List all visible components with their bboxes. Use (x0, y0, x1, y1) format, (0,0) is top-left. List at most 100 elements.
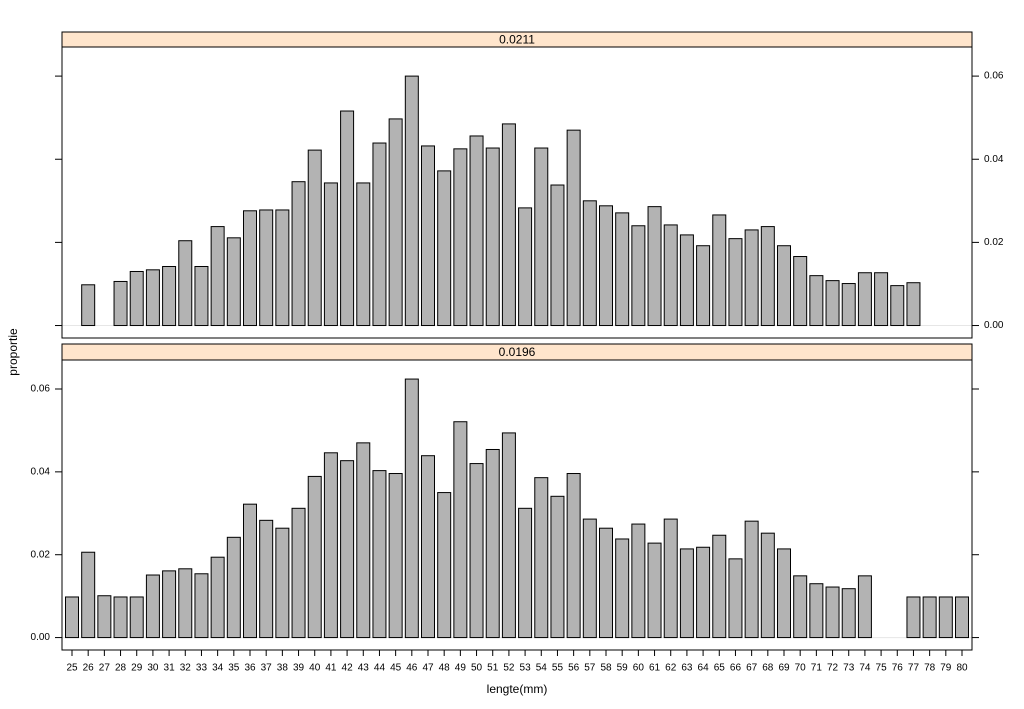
bar (178, 240, 193, 327)
bar (679, 548, 694, 639)
x-tick-label: 47 (422, 663, 434, 674)
x-tick-label: 63 (681, 663, 693, 674)
x-tick-label: 78 (924, 663, 936, 674)
bar (582, 518, 597, 639)
bar (647, 206, 662, 327)
strip-label: 0.0196 (499, 345, 536, 359)
bar (372, 142, 387, 327)
x-tick-label: 55 (552, 663, 564, 674)
bar (599, 527, 613, 639)
x-tick-label: 53 (520, 663, 532, 674)
x-tick-label: 27 (99, 663, 111, 674)
bar (534, 147, 549, 327)
bar (65, 596, 79, 639)
bar (356, 442, 371, 639)
bar (679, 234, 694, 327)
bar (129, 270, 144, 327)
bar (566, 129, 581, 327)
x-tick-label: 49 (455, 663, 467, 674)
bar (485, 147, 500, 327)
bar (340, 460, 355, 639)
bar (453, 421, 468, 639)
x-tick-label: 61 (649, 663, 661, 674)
bar (777, 548, 791, 639)
x-tick-label: 68 (762, 663, 774, 674)
bar (162, 265, 177, 327)
bar (841, 588, 856, 639)
bar (323, 182, 338, 327)
x-tick-label: 30 (147, 663, 159, 674)
bar (243, 503, 257, 639)
y-tick-label: 0.06 (31, 384, 51, 395)
bar (712, 214, 727, 327)
x-tick-label: 48 (439, 663, 451, 674)
bar (275, 527, 290, 639)
panel-frame (61, 359, 973, 651)
x-tick-label: 35 (228, 663, 240, 674)
bar (356, 182, 371, 327)
x-tick-label: 59 (617, 663, 629, 674)
x-tick-label: 54 (536, 663, 548, 674)
bar (760, 532, 775, 639)
x-tick-label: 39 (293, 663, 305, 674)
bar (421, 145, 435, 327)
x-tick-label: 38 (277, 663, 289, 674)
x-tick-label: 36 (244, 663, 256, 674)
x-tick-label: 32 (180, 663, 192, 674)
bar (825, 586, 840, 639)
y-tick-label: 0.04 (984, 154, 1004, 165)
bar (582, 200, 597, 327)
bar (81, 551, 96, 639)
bar (518, 207, 533, 327)
bar (162, 570, 177, 639)
x-tick-label: 70 (795, 663, 807, 674)
x-tick-label: 80 (956, 663, 968, 674)
x-tick-label: 45 (390, 663, 402, 674)
x-tick-label: 74 (859, 663, 871, 674)
bar (631, 225, 646, 327)
x-tick-label: 77 (908, 663, 920, 674)
bar (178, 568, 193, 639)
bar (145, 269, 160, 327)
y-tick-label: 0.00 (984, 320, 1004, 331)
bar (372, 470, 387, 639)
y-axis-label: proportie (6, 328, 20, 376)
bar (955, 596, 969, 639)
strip-label: 0.0211 (499, 33, 535, 47)
bar (696, 245, 711, 327)
bar (857, 272, 872, 327)
bar (291, 181, 306, 327)
x-tick-label: 42 (342, 663, 354, 674)
x-tick-label: 51 (487, 663, 499, 674)
bar (890, 285, 905, 327)
x-tick-label: 56 (568, 663, 580, 674)
y-tick-label: 0.06 (984, 71, 1004, 82)
bar (129, 596, 144, 639)
bar (777, 245, 791, 327)
x-tick-label: 64 (698, 663, 710, 674)
bar (453, 148, 468, 327)
bar (809, 275, 824, 327)
bar (469, 135, 484, 327)
bar (501, 432, 516, 639)
bar (307, 149, 322, 327)
x-tick-label: 69 (778, 663, 790, 674)
x-axis-label: lengte(mm) (487, 682, 548, 696)
bar (81, 284, 96, 327)
bar (566, 473, 581, 639)
x-tick-label: 29 (131, 663, 143, 674)
bar (744, 229, 759, 327)
bar (97, 595, 112, 639)
y-tick-label: 0.02 (31, 549, 51, 560)
x-tick-label: 43 (358, 663, 370, 674)
x-tick-label: 26 (83, 663, 95, 674)
bar (841, 283, 856, 327)
x-tick-label: 52 (503, 663, 515, 674)
x-tick-label: 33 (196, 663, 208, 674)
bar (323, 452, 338, 639)
bar (938, 596, 953, 639)
x-tick-label: 40 (309, 663, 321, 674)
bar (404, 75, 419, 327)
bar (421, 455, 435, 639)
